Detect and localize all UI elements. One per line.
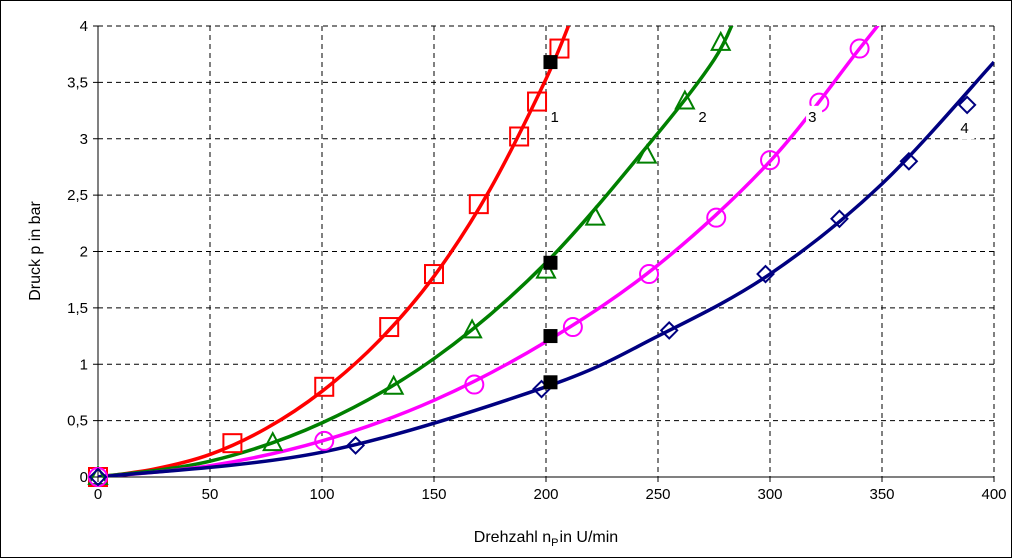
- series-1-point: [424, 264, 444, 285]
- x-tick-label: 150: [421, 486, 446, 503]
- y-axis-title: Druck p in bar: [27, 201, 44, 301]
- x-tick-label: 350: [869, 486, 894, 503]
- y-tick-label: 3: [80, 131, 88, 148]
- x-tick-label: 100: [309, 486, 334, 503]
- x-axis-title-sub: P: [551, 537, 558, 549]
- series-4-point: [830, 209, 849, 229]
- series-3-point: [464, 374, 485, 395]
- x-axis-title-rest: in U/min: [560, 529, 619, 546]
- series-1-point: [549, 38, 570, 59]
- series-4-point: [957, 95, 977, 115]
- y-tick-label: 1: [80, 356, 88, 373]
- series-1-point: [509, 126, 530, 147]
- series-4-point: [346, 436, 366, 455]
- series-4-point: [899, 151, 919, 171]
- plot-area: [93, 25, 995, 482]
- curve-label-bg: [696, 105, 713, 128]
- series-4-point: [88, 467, 108, 487]
- series-2-point: [383, 374, 405, 395]
- y-tick-label: 2,5: [67, 187, 88, 204]
- curve-labels: 1 2 3 4: [548, 105, 975, 140]
- series-3-point: [314, 430, 335, 451]
- series-1-point: [314, 376, 335, 397]
- series-4-point: [659, 321, 679, 340]
- operating-point: [543, 55, 558, 70]
- x-axis-title-main: Drehzahl n: [474, 529, 551, 546]
- curve-label-2: 2: [698, 109, 706, 126]
- operating-point: [543, 255, 558, 270]
- series-2-point: [636, 143, 658, 164]
- y-tick-label: 1,5: [67, 300, 88, 317]
- series-2-point: [461, 318, 483, 339]
- series-1-point: [468, 194, 489, 215]
- curve-label-bg: [958, 117, 975, 140]
- series-4-point: [756, 264, 775, 284]
- series-2-point: [674, 89, 696, 110]
- operating-point: [543, 329, 558, 344]
- series-1-line: [98, 26, 571, 477]
- y-tick-label: 0,5: [67, 413, 88, 430]
- series-2-point: [710, 30, 732, 51]
- curve-label-bg: [806, 105, 823, 128]
- y-tick-labels: 0 0,5 1 1,5 2 2,5 3 3,5 4: [67, 18, 88, 486]
- y-tick-label: 3,5: [67, 74, 88, 91]
- operating-point: [543, 375, 558, 390]
- series-curves: [98, 26, 994, 477]
- y-tick-label: 2: [80, 244, 88, 261]
- curve-label-bg: [548, 105, 565, 128]
- curve-label-1: 1: [550, 109, 558, 126]
- series-4-line: [98, 60, 994, 477]
- series-3-point: [706, 207, 727, 228]
- x-tick-labels: 0 50 100 150 200 250 300 350 400: [94, 486, 1007, 503]
- series-3-point: [760, 150, 780, 171]
- series-3-point: [639, 264, 660, 285]
- series-1-point: [222, 433, 243, 454]
- x-tick-label: 300: [757, 486, 782, 503]
- series-3-line: [98, 26, 880, 477]
- x-axis-title: Drehzahl nPin U/min: [474, 529, 618, 549]
- series-1-point: [527, 91, 548, 112]
- curve-label-4: 4: [960, 120, 968, 137]
- series-2-point: [262, 431, 284, 452]
- series-1-point: [379, 317, 400, 338]
- y-tick-label: 4: [80, 18, 88, 35]
- series-2-point: [584, 205, 606, 226]
- x-tick-label: 200: [533, 486, 558, 503]
- series-3-point: [849, 38, 870, 59]
- curve-label-3: 3: [808, 109, 816, 126]
- x-tick-label: 0: [94, 486, 102, 503]
- operating-points: [543, 55, 558, 390]
- x-tick-label: 400: [981, 486, 1006, 503]
- series-markers: [87, 30, 977, 487]
- x-tick-label: 250: [645, 486, 670, 503]
- y-tick-label: 0: [80, 469, 88, 486]
- series-3-point: [562, 317, 583, 338]
- x-tick-label: 50: [202, 486, 219, 503]
- series-2-line: [98, 26, 734, 477]
